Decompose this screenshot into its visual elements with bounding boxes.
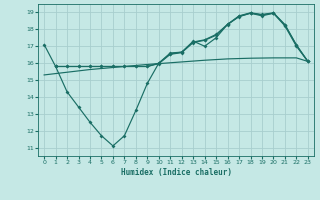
X-axis label: Humidex (Indice chaleur): Humidex (Indice chaleur) [121, 168, 231, 177]
